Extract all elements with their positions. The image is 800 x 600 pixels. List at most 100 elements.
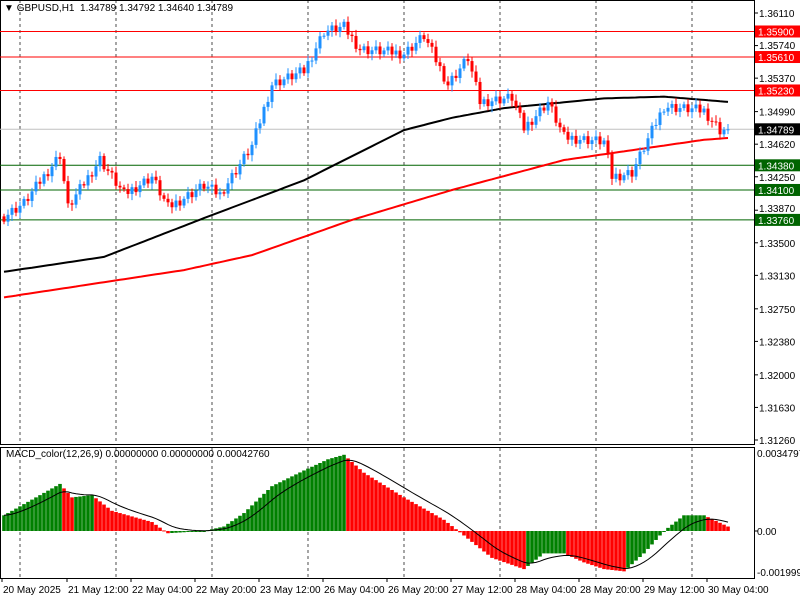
macd-bar: [422, 508, 426, 531]
macd-label: 0.00: [757, 527, 777, 538]
price-label: 1.31260: [759, 436, 796, 447]
macd-value-1: 0.00000000: [105, 449, 159, 460]
candle-body: [470, 61, 474, 72]
candle-body: [398, 50, 402, 59]
price-label: 1.33130: [759, 271, 796, 282]
macd-bar: [294, 474, 298, 531]
candle-body: [46, 174, 50, 177]
candle-body: [506, 93, 510, 99]
price-label: 1.35740: [759, 41, 796, 52]
macd-bar: [446, 522, 450, 531]
macd-bar: [358, 469, 362, 531]
macd-title: MACD_color(12,26,9) 0.00000000 0.0000000…: [6, 449, 270, 460]
candle-body: [230, 173, 234, 184]
macd-bar: [518, 531, 522, 568]
level-tag: [755, 183, 800, 196]
macd-bar: [134, 517, 138, 531]
macd-bar: [322, 461, 326, 531]
macd-bar: [58, 483, 62, 531]
macd-bar: [630, 531, 634, 565]
candle-body: [690, 108, 694, 113]
macd-bar: [246, 509, 250, 531]
macd-bar: [450, 526, 454, 531]
candle-body: [194, 190, 198, 198]
macd-bar: [474, 531, 478, 546]
candle-body: [198, 183, 202, 191]
macd-label: 0.0034797: [757, 449, 800, 460]
candle-body: [10, 207, 14, 215]
candle-body: [142, 178, 146, 186]
macd-bar: [170, 531, 174, 533]
candle-body: [562, 127, 566, 132]
macd-bar: [118, 513, 122, 531]
macd-bar: [586, 531, 590, 564]
macd-bar: [558, 531, 562, 554]
high-value: 1.34792: [118, 3, 156, 14]
macd-bar: [190, 531, 194, 532]
candle-body: [134, 187, 138, 193]
candle-body: [150, 176, 154, 184]
candle-body: [582, 136, 586, 140]
candle-body: [370, 50, 374, 55]
macd-bar: [718, 522, 722, 531]
low-value: 1.34640: [157, 3, 195, 14]
candle-body: [122, 187, 126, 190]
macd-bar: [602, 531, 606, 570]
macd-bar: [402, 497, 406, 531]
candle-body: [602, 140, 606, 145]
macd-bar: [86, 495, 90, 531]
macd-bar: [698, 515, 702, 531]
candle-body: [450, 75, 454, 86]
macd-bar: [702, 515, 706, 531]
macd-bar: [310, 466, 314, 531]
candle-body: [430, 42, 434, 47]
macd-bar: [582, 531, 586, 563]
ma-slow-line: [3, 137, 729, 299]
macd-bar: [506, 531, 510, 564]
macd-bar: [154, 524, 158, 531]
macd-bar: [534, 531, 538, 560]
macd-bar: [182, 531, 186, 533]
candle-body: [254, 128, 258, 145]
time-label: 26 May 04:00: [324, 585, 385, 596]
macd-bar: [290, 476, 294, 531]
candle-body: [382, 50, 386, 55]
price-label: 1.32750: [759, 305, 796, 316]
macd-bar: [626, 531, 630, 568]
level-tag-label: 1.34789: [758, 125, 795, 136]
macd-bar: [194, 531, 198, 532]
candle-body: [518, 106, 522, 113]
candle-body: [674, 104, 678, 112]
macd-bar: [198, 531, 202, 532]
candle-body: [74, 194, 78, 205]
chart-title: ▼ GBPUSD,H1 1.34789 1.34792 1.34640 1.34…: [4, 3, 234, 14]
candle-body: [162, 195, 166, 199]
level-tag-label: 1.34380: [758, 161, 795, 172]
candle-body: [578, 139, 582, 144]
candle-body: [454, 75, 458, 78]
macd-bar: [682, 515, 686, 531]
macd-bar: [674, 521, 678, 531]
macd-bar: [54, 486, 58, 531]
macd-bar: [466, 531, 470, 539]
level-tag: [755, 123, 800, 136]
macd-bar: [374, 480, 378, 531]
macd-bar: [438, 517, 442, 531]
candle-body: [606, 140, 610, 154]
candle-body: [726, 129, 730, 131]
time-label: 30 May 04:00: [708, 585, 769, 596]
macd-bar: [34, 497, 38, 531]
macd-bar: [514, 531, 518, 567]
candle-body: [510, 93, 514, 101]
candle-body: [186, 192, 190, 199]
macd-bar: [442, 519, 446, 531]
candle-body: [30, 191, 34, 201]
macd-bar: [342, 454, 346, 531]
macd-label: MACD_color(12,26,9): [6, 449, 103, 460]
ma-fast-line: [3, 95, 729, 273]
macd-pane-border: [0, 447, 755, 579]
candle-body: [202, 183, 206, 189]
macd-bar: [494, 531, 498, 560]
candle-body: [154, 176, 158, 181]
